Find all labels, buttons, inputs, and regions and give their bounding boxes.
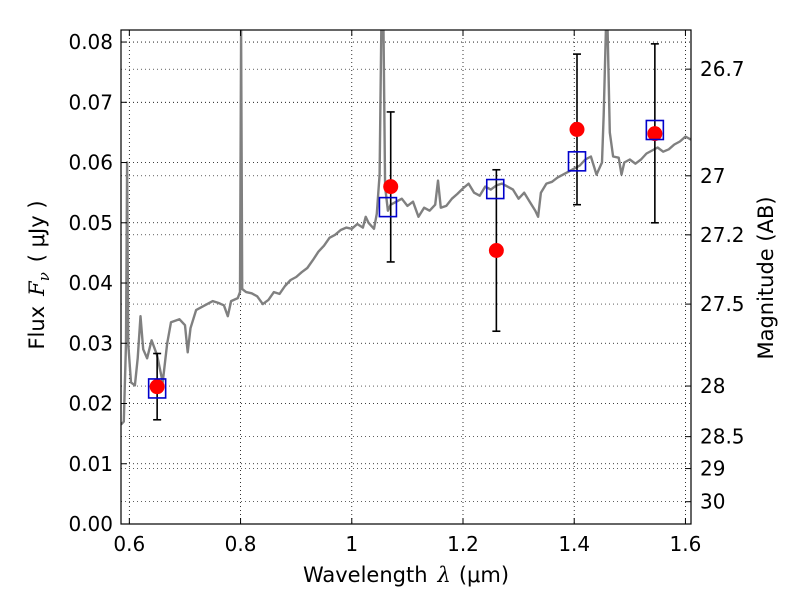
y-tick-label: 0.03 [68, 331, 113, 355]
x-tick-label: 1.4 [558, 532, 590, 556]
x-axis-label: Wavelength λ (μm) [303, 563, 509, 587]
observed-point [149, 379, 165, 395]
x-tick-label: 0.6 [113, 532, 145, 556]
observed-point [383, 179, 399, 195]
spectrum-line [121, 30, 691, 426]
model-point [378, 196, 398, 218]
y2-axis-label: Magnitude (AB) [754, 196, 778, 359]
model-point [567, 151, 587, 172]
x-tick-label: 0.8 [225, 532, 257, 556]
x-tick-label: 1 [345, 532, 358, 556]
model-point [485, 178, 505, 200]
observed-point [647, 126, 663, 142]
x-axis-label-unit: (μm) [459, 563, 509, 587]
y-tick-label: 0.02 [68, 392, 113, 416]
y-axis-label: Flux Fν ( μJy ) [25, 200, 53, 349]
x-tick-label: 1.2 [447, 532, 479, 556]
y-axis-label-symbol: F [25, 280, 49, 297]
y-axis-label-subscript: ν [35, 272, 53, 281]
model-point [147, 378, 167, 399]
y2-tick-label: 26.7 [700, 57, 745, 81]
x-tick-label: 1.6 [670, 532, 702, 556]
y-tick-label: 0.05 [68, 211, 113, 235]
ticks: 0.6 0.8 1 1.2 1.4 1.6 0.00 0.01 0.02 0.03 0.04 0.05… [68, 30, 745, 556]
y2-tick-label: 27.2 [700, 223, 745, 247]
plot-content [121, 30, 691, 426]
y2-tick-label: 27 [700, 164, 725, 188]
observed-point [569, 121, 585, 137]
y-tick-label: 0.01 [68, 452, 113, 476]
y-tick-label: 0.07 [68, 90, 113, 114]
y2-tick-label: 28.5 [700, 425, 745, 449]
x-axis-label-symbol: λ [437, 563, 451, 587]
x-axis-label-text: Wavelength [303, 563, 428, 587]
observed-point [488, 242, 504, 258]
y2-tick-label: 27.5 [700, 292, 745, 316]
model-point [645, 119, 665, 141]
y2-tick-label: 30 [700, 490, 725, 514]
y-tick-label: 0.06 [68, 151, 113, 175]
y-tick-label: 0.08 [68, 30, 113, 54]
y-axis-label-text: Flux [25, 306, 49, 350]
y-tick-label: 0.00 [68, 512, 113, 536]
y2-grid [121, 68, 691, 503]
y-tick-label: 0.04 [68, 271, 113, 295]
y-axis-label-unit: ( μJy ) [25, 200, 49, 262]
plot-frame [120, 29, 692, 525]
y2-tick-label: 28 [700, 374, 725, 398]
y2-tick-label: 29 [700, 457, 725, 481]
